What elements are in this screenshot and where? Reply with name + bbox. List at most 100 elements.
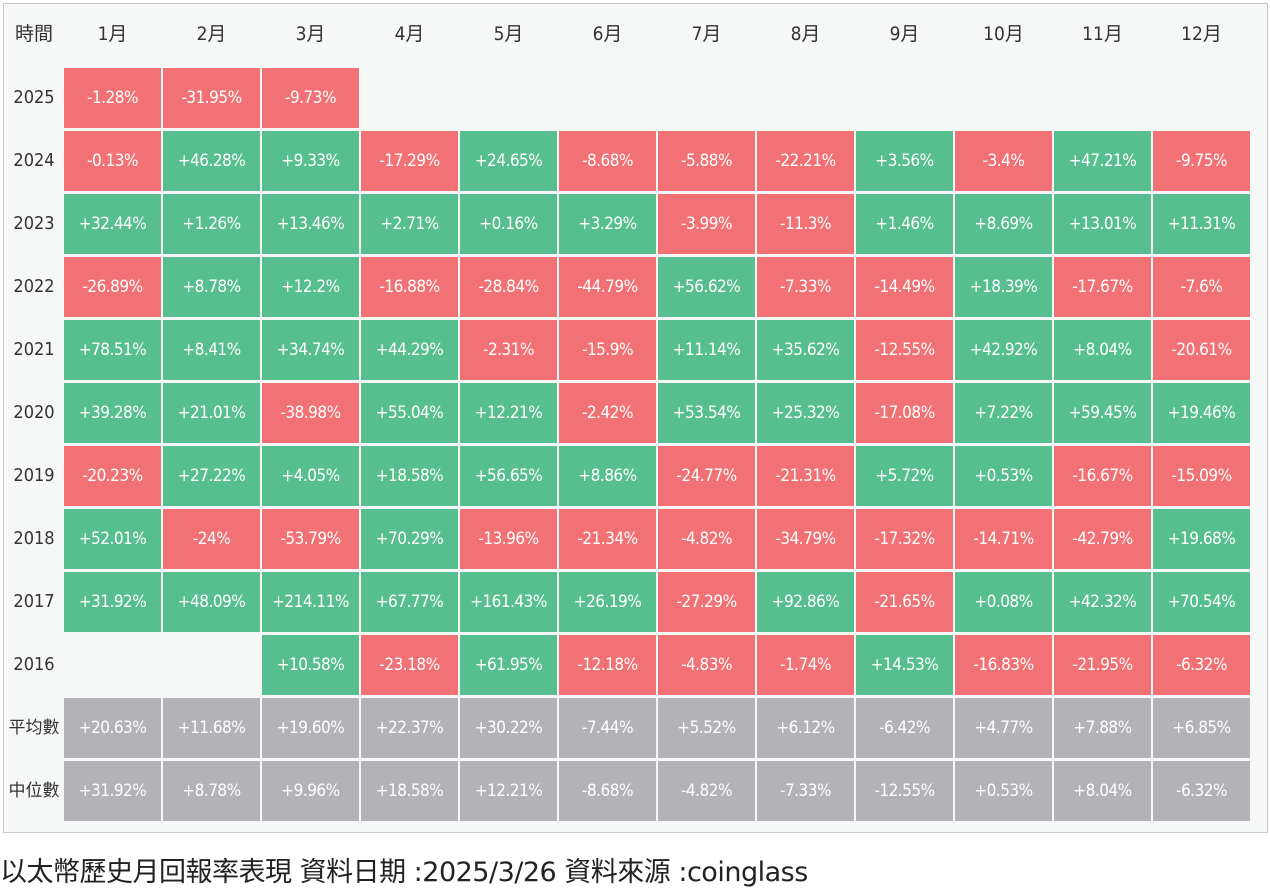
heatmap-cell: -31.95% (163, 68, 260, 128)
column-header: 9月 (889, 23, 920, 45)
stat-cell: +19.60% (262, 698, 359, 758)
heatmap-cell: +47.21% (1054, 131, 1151, 191)
row-label: 中位數 (8, 781, 60, 801)
heatmap-cell: +0.08% (955, 572, 1052, 632)
heatmap-cell: -17.08% (856, 383, 953, 443)
heatmap-cell: +92.86% (757, 572, 854, 632)
heatmap-cell: +46.28% (163, 131, 260, 191)
heatmap-cell: -23.18% (361, 635, 458, 695)
heatmap-cell: +3.56% (856, 131, 953, 191)
stat-cell: +4.77% (955, 698, 1052, 758)
heatmap-cell: +11.14% (658, 320, 755, 380)
heatmap-cell: -27.29% (658, 572, 755, 632)
row-label: 2016 (13, 654, 55, 675)
heatmap-cell: +59.45% (1054, 383, 1151, 443)
column-header: 10月 (983, 23, 1024, 45)
heatmap-cell: +11.31% (1153, 194, 1250, 254)
stat-cell: +18.58% (361, 761, 458, 821)
corner-label: 時間 (14, 23, 53, 45)
heatmap-cell: +26.19% (559, 572, 656, 632)
heatmap-cell: +18.39% (955, 257, 1052, 317)
heatmap-cell: +13.01% (1054, 194, 1151, 254)
heatmap-cell: +8.04% (1054, 320, 1151, 380)
heatmap-cell: +44.29% (361, 320, 458, 380)
row-label: 2025 (13, 87, 55, 108)
heatmap-cell: -7.6% (1153, 257, 1250, 317)
heatmap-cell: +9.33% (262, 131, 359, 191)
heatmap-cell: +48.09% (163, 572, 260, 632)
heatmap-cell: -17.67% (1054, 257, 1151, 317)
heatmap-cell: -12.18% (559, 635, 656, 695)
heatmap-cell: -21.95% (1054, 635, 1151, 695)
stat-cell: +11.68% (163, 698, 260, 758)
stat-cell: -12.55% (856, 761, 953, 821)
heatmap-cell: +19.46% (1153, 383, 1250, 443)
heatmap-cell: +55.04% (361, 383, 458, 443)
heatmap-cell: +52.01% (64, 509, 161, 569)
heatmap-cell: -24% (163, 509, 260, 569)
stat-cell: -7.33% (757, 761, 854, 821)
heatmap-cell: -38.98% (262, 383, 359, 443)
row-label: 2017 (13, 591, 55, 612)
heatmap-cell: +56.65% (460, 446, 557, 506)
heatmap-cell: -22.21% (757, 131, 854, 191)
heatmap-cell: -13.96% (460, 509, 557, 569)
heatmap-cell: -9.75% (1153, 131, 1250, 191)
stat-cell: -4.82% (658, 761, 755, 821)
heatmap-cell: +18.58% (361, 446, 458, 506)
column-header: 6月 (592, 23, 623, 45)
heatmap-cell: -0.13% (64, 131, 161, 191)
heatmap-cell: -1.28% (64, 68, 161, 128)
column-header: 11月 (1082, 23, 1123, 45)
stat-cell: +8.78% (163, 761, 260, 821)
row-label: 2019 (13, 465, 55, 486)
heatmap-cell: +32.44% (64, 194, 161, 254)
heatmap-cell: +56.62% (658, 257, 755, 317)
heatmap-cell: +21.01% (163, 383, 260, 443)
heatmap-cell: +8.69% (955, 194, 1052, 254)
heatmap-cell: -21.65% (856, 572, 953, 632)
row-label: 2021 (13, 339, 55, 360)
stat-cell: +31.92% (64, 761, 161, 821)
stat-cell: -8.68% (559, 761, 656, 821)
stat-cell: +22.37% (361, 698, 458, 758)
heatmap-cell: +61.95% (460, 635, 557, 695)
heatmap-cell: -4.82% (658, 509, 755, 569)
stat-cell: +12.21% (460, 761, 557, 821)
heatmap-cell: -14.49% (856, 257, 953, 317)
heatmap-cell: +13.46% (262, 194, 359, 254)
stat-cell: -6.42% (856, 698, 953, 758)
heatmap-cell: +161.43% (460, 572, 557, 632)
heatmap-cell: -34.79% (757, 509, 854, 569)
stat-cell: +7.88% (1054, 698, 1151, 758)
heatmap-cell: +35.62% (757, 320, 854, 380)
heatmap-cell: +67.77% (361, 572, 458, 632)
heatmap-cell: -4.83% (658, 635, 755, 695)
heatmap-cell: +1.26% (163, 194, 260, 254)
stat-cell: +30.22% (460, 698, 557, 758)
heatmap-cell: -24.77% (658, 446, 755, 506)
heatmap-cell: +31.92% (64, 572, 161, 632)
heatmap-cell: +78.51% (64, 320, 161, 380)
stat-cell: +5.52% (658, 698, 755, 758)
column-header: 3月 (295, 23, 326, 45)
heatmap-cell: -9.73% (262, 68, 359, 128)
row-label: 2018 (13, 528, 55, 549)
column-header: 8月 (790, 23, 821, 45)
heatmap-cell: -6.32% (1153, 635, 1250, 695)
heatmap-cell: -2.31% (460, 320, 557, 380)
heatmap-cell: -2.42% (559, 383, 656, 443)
heatmap-cell: +27.22% (163, 446, 260, 506)
heatmap-cell: -8.68% (559, 131, 656, 191)
heatmap-cell: -14.71% (955, 509, 1052, 569)
heatmap-cell: -15.9% (559, 320, 656, 380)
heatmap-cell: -44.79% (559, 257, 656, 317)
heatmap-cell: -15.09% (1153, 446, 1250, 506)
stat-cell: +8.04% (1054, 761, 1151, 821)
heatmap-cell: +2.71% (361, 194, 458, 254)
heatmap-cell: -42.79% (1054, 509, 1151, 569)
heatmap-cell: -7.33% (757, 257, 854, 317)
heatmap-cell: -3.4% (955, 131, 1052, 191)
heatmap-cell: +24.65% (460, 131, 557, 191)
heatmap-cell: +7.22% (955, 383, 1052, 443)
